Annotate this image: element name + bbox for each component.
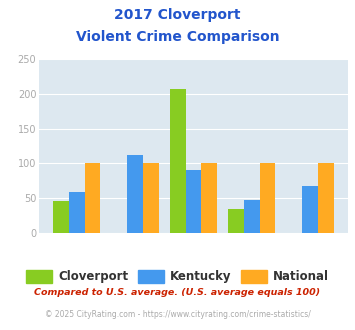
Bar [84, 163, 100, 233]
Bar [201, 163, 217, 233]
Bar [318, 163, 334, 233]
Text: © 2025 CityRating.com - https://www.cityrating.com/crime-statistics/: © 2025 CityRating.com - https://www.city… [45, 310, 310, 319]
Bar [69, 192, 84, 233]
Text: 2017 Cloverport: 2017 Cloverport [114, 8, 241, 22]
Text: Violent Crime Comparison: Violent Crime Comparison [76, 30, 279, 44]
Bar [53, 201, 69, 233]
Legend: Cloverport, Kentucky, National: Cloverport, Kentucky, National [22, 265, 333, 288]
Bar [260, 163, 275, 233]
Bar [244, 200, 260, 233]
Bar [302, 185, 318, 233]
Bar [186, 170, 201, 233]
Bar [228, 209, 244, 233]
Bar [143, 163, 159, 233]
Bar [127, 155, 143, 233]
Bar [170, 88, 186, 233]
Text: Compared to U.S. average. (U.S. average equals 100): Compared to U.S. average. (U.S. average … [34, 287, 321, 297]
